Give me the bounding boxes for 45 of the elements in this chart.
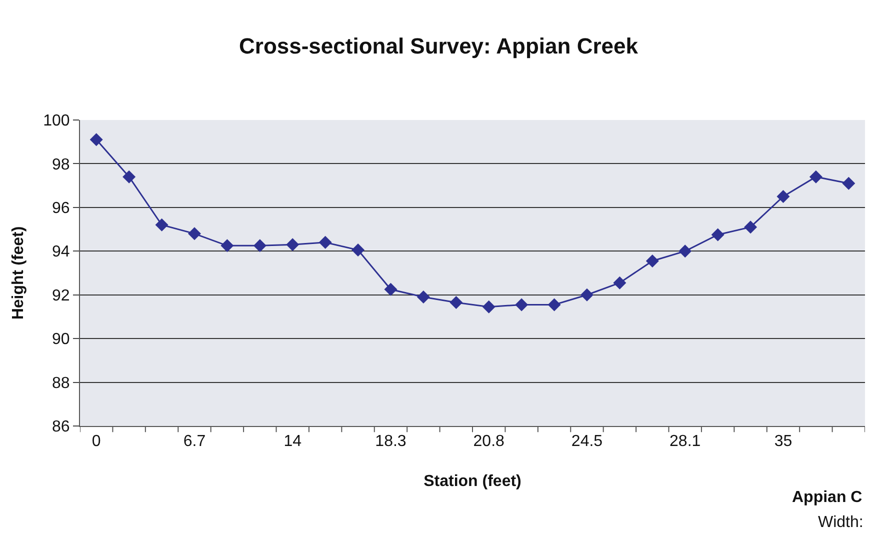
x-tick-label: 28.1 bbox=[670, 433, 701, 450]
point bbox=[613, 276, 626, 290]
point bbox=[744, 220, 758, 234]
x-tick-label: 20.8 bbox=[473, 433, 505, 450]
y-tick-label: 86 bbox=[52, 418, 70, 436]
text: Width: bbox=[818, 514, 864, 531]
point bbox=[678, 244, 692, 258]
point bbox=[515, 298, 528, 312]
x-tick-label: 6.7 bbox=[183, 433, 206, 450]
point bbox=[450, 296, 463, 310]
y-tick-label: 94 bbox=[52, 244, 70, 261]
point bbox=[776, 190, 790, 203]
point bbox=[482, 300, 496, 314]
x-tick-label: 0 bbox=[92, 433, 101, 450]
point bbox=[318, 236, 332, 249]
point bbox=[711, 228, 724, 242]
y-tick-label: 88 bbox=[52, 374, 70, 392]
y-tick-label: 92 bbox=[52, 287, 70, 304]
x-axis-title: Station (feet) bbox=[424, 472, 522, 490]
point bbox=[580, 288, 594, 302]
chart-title: Cross-sectional Survey: Appian Creek bbox=[239, 34, 639, 59]
x-tick-label: 35 bbox=[774, 433, 792, 450]
point bbox=[220, 239, 234, 252]
x-tick-label: 18.3 bbox=[375, 433, 406, 450]
point bbox=[842, 176, 856, 190]
point bbox=[90, 133, 103, 146]
y-tick-label: 100 bbox=[43, 112, 70, 130]
point bbox=[809, 170, 822, 184]
point bbox=[155, 218, 168, 232]
point bbox=[352, 244, 365, 257]
y-tick-label: 98 bbox=[52, 156, 70, 174]
y-axis-title: Height (feet) bbox=[10, 226, 27, 320]
y-tick-label: 90 bbox=[52, 331, 70, 348]
point bbox=[548, 298, 561, 312]
x-tick-label: 24.5 bbox=[571, 433, 603, 450]
text: Appian C bbox=[792, 489, 863, 506]
x-tick-label: 14 bbox=[284, 433, 302, 450]
point bbox=[286, 238, 300, 252]
point bbox=[188, 227, 201, 240]
point bbox=[646, 254, 659, 268]
y-tick-label: 96 bbox=[52, 200, 70, 218]
point bbox=[253, 239, 266, 252]
point bbox=[416, 290, 430, 304]
point bbox=[122, 170, 136, 184]
point bbox=[384, 282, 398, 296]
